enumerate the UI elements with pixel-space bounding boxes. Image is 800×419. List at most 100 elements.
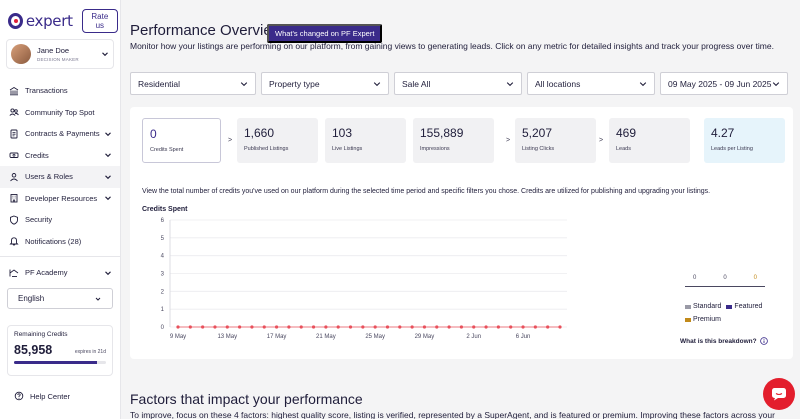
sidebar-item-pf-academy[interactable]: PF Academy bbox=[0, 262, 120, 284]
legend-label: Featured bbox=[734, 303, 763, 310]
sidebar-item-label: PF Academy bbox=[25, 268, 68, 278]
chevron-down-icon bbox=[102, 52, 108, 57]
user-menu[interactable]: Jane Doe DECISION MAKER bbox=[6, 39, 114, 69]
metric-value: 469 bbox=[616, 126, 637, 140]
date-range-select[interactable]: 09 May 2025 - 09 Jun 2025 bbox=[660, 72, 788, 95]
metric-label: Listing Clicks bbox=[522, 146, 555, 152]
legend-swatch bbox=[726, 304, 733, 309]
x-tick-label: 17 May bbox=[267, 334, 287, 340]
chevron-down-icon bbox=[240, 81, 248, 86]
data-point bbox=[509, 325, 513, 329]
x-tick-label: 29 May bbox=[415, 334, 435, 340]
data-point bbox=[348, 325, 353, 329]
sidebar-item-label: Credits bbox=[25, 150, 49, 160]
data-point bbox=[213, 325, 217, 329]
date-range-value: 09 May 2025 - 09 Jun 2025 bbox=[668, 78, 772, 89]
main-content: Performance Overview What's changed on P… bbox=[121, 0, 800, 419]
legend-premium: Premium bbox=[685, 316, 721, 323]
sidebar-item-notifications[interactable]: Notifications (28) bbox=[0, 231, 120, 253]
user-role: DECISION MAKER bbox=[37, 57, 79, 62]
metric-listing-clicks[interactable]: 5,207 Listing Clicks bbox=[515, 118, 596, 163]
y-tick-label: 1 bbox=[161, 307, 165, 313]
data-point bbox=[558, 325, 562, 329]
data-point bbox=[287, 325, 291, 329]
arrow-separator: > bbox=[506, 137, 511, 144]
whats-changed-button[interactable]: What's changed on PF Expert bbox=[267, 24, 383, 43]
metric-leads[interactable]: 469 Leads bbox=[609, 118, 690, 163]
location-select[interactable]: All locations bbox=[527, 72, 655, 95]
y-tick-label: 2 bbox=[161, 289, 165, 295]
bell-icon bbox=[9, 237, 19, 246]
sidebar-item-label: Transactions bbox=[25, 86, 68, 96]
sidebar-item-label: Notifications (28) bbox=[25, 236, 82, 246]
metric-value: 4.27 bbox=[711, 126, 735, 140]
data-point bbox=[546, 325, 550, 329]
metric-label: Published Listings bbox=[244, 146, 289, 152]
data-point bbox=[435, 325, 439, 329]
shield-icon bbox=[10, 215, 18, 225]
info-icon bbox=[759, 337, 768, 345]
sidebar-item-security[interactable]: Security bbox=[0, 209, 120, 231]
coins-icon bbox=[9, 152, 19, 159]
property-type-select[interactable]: Property type bbox=[261, 72, 389, 95]
data-point bbox=[262, 325, 266, 329]
metric-leads-per-listing[interactable]: 4.27 Leads per Listing bbox=[704, 118, 785, 163]
chat-support-button[interactable] bbox=[763, 378, 795, 410]
y-tick-label: 3 bbox=[161, 272, 165, 278]
metric-live-listings[interactable]: 103 Live Listings bbox=[325, 118, 406, 163]
breakdown-info-link[interactable]: What is this breakdown? bbox=[680, 337, 768, 345]
remaining-credits-value: 85,958 bbox=[14, 343, 53, 357]
sidebar-item-contracts-payments[interactable]: Contracts & Payments bbox=[0, 123, 120, 145]
chat-icon bbox=[772, 388, 786, 401]
chevron-down-icon bbox=[105, 196, 111, 201]
users-group-icon bbox=[9, 108, 19, 117]
metric-value: 0 bbox=[150, 127, 157, 141]
data-point bbox=[472, 325, 476, 329]
data-point bbox=[311, 325, 316, 329]
sidebar-item-developer-resources[interactable]: Developer Resources bbox=[0, 188, 120, 210]
arrow-separator: > bbox=[599, 137, 604, 144]
sidebar-item-transactions[interactable]: Transactions bbox=[0, 80, 120, 102]
data-point bbox=[447, 325, 451, 329]
metric-label: Leads bbox=[616, 146, 631, 152]
page-title: Performance Overview bbox=[130, 22, 283, 39]
data-point bbox=[238, 325, 242, 329]
remaining-credits-title: Remaining Credits bbox=[14, 331, 68, 338]
chevron-down-icon bbox=[105, 271, 111, 275]
credits-breakdown: 0 0 0 Standard Featured bbox=[685, 275, 765, 329]
help-center-label: Help Center bbox=[30, 391, 71, 401]
help-center-link[interactable]: Help Center bbox=[14, 391, 70, 401]
sidebar-item-community-top-spot[interactable]: Community Top Spot bbox=[0, 102, 120, 124]
metric-published-listings[interactable]: 1,660 Published Listings bbox=[237, 118, 318, 163]
data-point bbox=[373, 325, 377, 329]
data-point bbox=[385, 325, 390, 329]
data-point bbox=[422, 325, 427, 329]
metric-impressions[interactable]: 155,889 Impressions bbox=[413, 118, 494, 163]
x-tick-label: 9 May bbox=[170, 334, 186, 340]
legend-label: Premium bbox=[693, 316, 722, 323]
credits-expiry: expires in 21d bbox=[74, 349, 106, 355]
legend-label: Standard bbox=[693, 303, 722, 310]
chevron-down-icon bbox=[105, 132, 111, 136]
metric-label: Impressions bbox=[420, 146, 450, 152]
language-select[interactable]: English bbox=[7, 288, 113, 309]
page-subtitle: Monitor how your listings are performing… bbox=[130, 41, 774, 51]
sidebar-item-credits[interactable]: Credits bbox=[0, 145, 120, 167]
listing-type-select[interactable]: Sale All bbox=[394, 72, 522, 95]
data-point bbox=[188, 325, 192, 329]
sidebar: expert Rate us Jane Doe DECISION MAKER T… bbox=[0, 0, 121, 419]
metric-credits-spent[interactable]: 0 Credits Spent bbox=[142, 118, 221, 163]
breakdown-baseline bbox=[685, 286, 765, 287]
sidebar-item-label: Community Top Spot bbox=[25, 107, 95, 117]
metric-description: View the total number of credits you've … bbox=[142, 188, 711, 195]
category-select[interactable]: Residential bbox=[130, 72, 256, 95]
credits-progress-bar bbox=[14, 361, 106, 364]
sidebar-item-label: Users & Roles bbox=[25, 172, 73, 182]
sidebar-item-users-roles[interactable]: Users & Roles bbox=[0, 166, 120, 188]
y-tick-label: 5 bbox=[161, 236, 165, 242]
rate-us-button[interactable]: Rate us bbox=[81, 9, 118, 33]
factors-title: Factors that impact your performance bbox=[130, 391, 363, 407]
credits-spent-chart: 0 1 2 3 4 5 6 9 May 13 May 17 May 21 May 25 May 29 M… bbox=[161, 218, 567, 340]
avatar bbox=[11, 44, 31, 64]
data-point bbox=[398, 325, 402, 329]
